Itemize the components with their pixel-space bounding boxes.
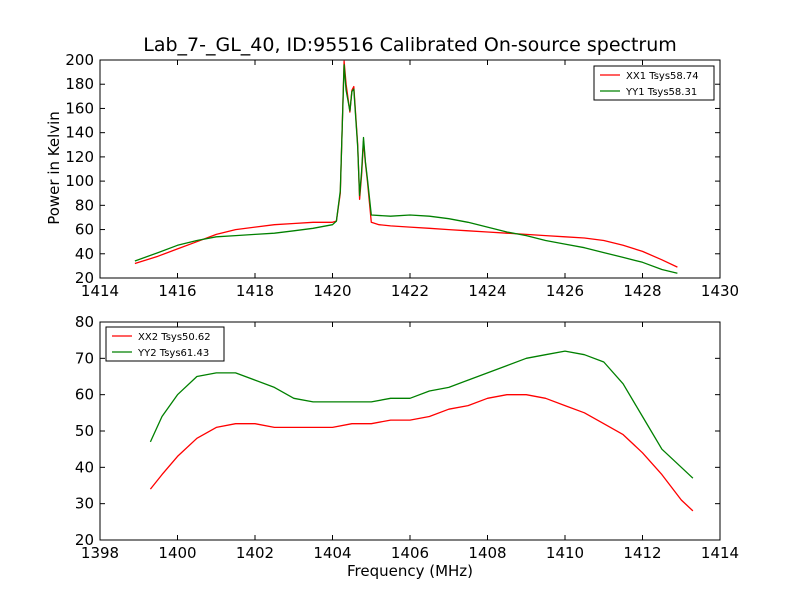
- y-tick-label: 120: [65, 148, 94, 166]
- plot-1: 1414 1416 1418 1420 1422 1424 1426 1428 1430 20 40…: [65, 51, 739, 300]
- y-tick-label: 80: [75, 313, 94, 331]
- x-tick-label: 1408: [468, 544, 506, 562]
- y-tick-label: 180: [65, 75, 94, 93]
- x-tick-label: 1406: [391, 544, 429, 562]
- legend: XX2 Tsys50.62 YY2 Tsys61.43: [105, 326, 225, 362]
- y-tick-label: 200: [65, 51, 94, 69]
- y-tick-label: 20: [75, 531, 94, 549]
- x-tick-label: 1424: [468, 282, 506, 300]
- x-tick-label: 1426: [546, 282, 584, 300]
- series-line-2: [149, 350, 694, 479]
- y-tick-label: 100: [65, 172, 94, 190]
- y-tick-label: 20: [75, 269, 94, 287]
- x-tick-label: 1402: [236, 544, 274, 562]
- chart-title: Lab_7-_GL_40, ID:95516 Calibrated On-sou…: [143, 34, 677, 56]
- x-tick-label: 1422: [391, 282, 429, 300]
- series-line-1: [149, 394, 694, 512]
- y-tick-label: 60: [75, 221, 94, 239]
- x-tick-label: 1428: [623, 282, 661, 300]
- y-tick-label: 50: [75, 422, 94, 440]
- series-line-2: [134, 64, 678, 274]
- y-tick-label: 30: [75, 495, 94, 513]
- plot-2: 1398 1400 1402 1404 1406 1408 1410 1412 1414 20 30…: [75, 313, 739, 562]
- legend-box: [105, 326, 225, 362]
- y-tick-label: 70: [75, 349, 94, 367]
- y-tick-label: 60: [75, 386, 94, 404]
- x-tick-label: 1410: [546, 544, 584, 562]
- x-tick-label: 1416: [158, 282, 196, 300]
- legend-label: YY2 Tsys61.43: [137, 348, 209, 359]
- y-tick-label: 40: [75, 458, 94, 476]
- x-tick-label: 1398: [81, 544, 119, 562]
- legend-label: YY1 Tsys58.31: [625, 87, 697, 98]
- legend-box: [593, 65, 715, 101]
- x-tick-label: 1414: [81, 282, 119, 300]
- legend: XX1 Tsys58.74 YY1 Tsys58.31: [593, 65, 715, 101]
- legend-label: XX1 Tsys58.74: [626, 71, 699, 82]
- x-tick-label: 1412: [623, 544, 661, 562]
- x-tick-label: 1430: [701, 282, 739, 300]
- bottom-x-axis-label: Frequency (MHz): [346, 562, 474, 580]
- legend-label: XX2 Tsys50.62: [138, 332, 211, 343]
- x-tick-label: 1414: [701, 544, 739, 562]
- y-tick-label: 40: [75, 245, 94, 263]
- x-tick-label: 1400: [158, 544, 196, 562]
- x-tick-label: 1404: [313, 544, 351, 562]
- x-tick-label: 1418: [236, 282, 274, 300]
- y-tick-label: 140: [65, 124, 94, 142]
- y-tick-label: 80: [75, 196, 94, 214]
- y-tick-label: 160: [65, 99, 94, 117]
- x-tick-label: 1420: [313, 282, 351, 300]
